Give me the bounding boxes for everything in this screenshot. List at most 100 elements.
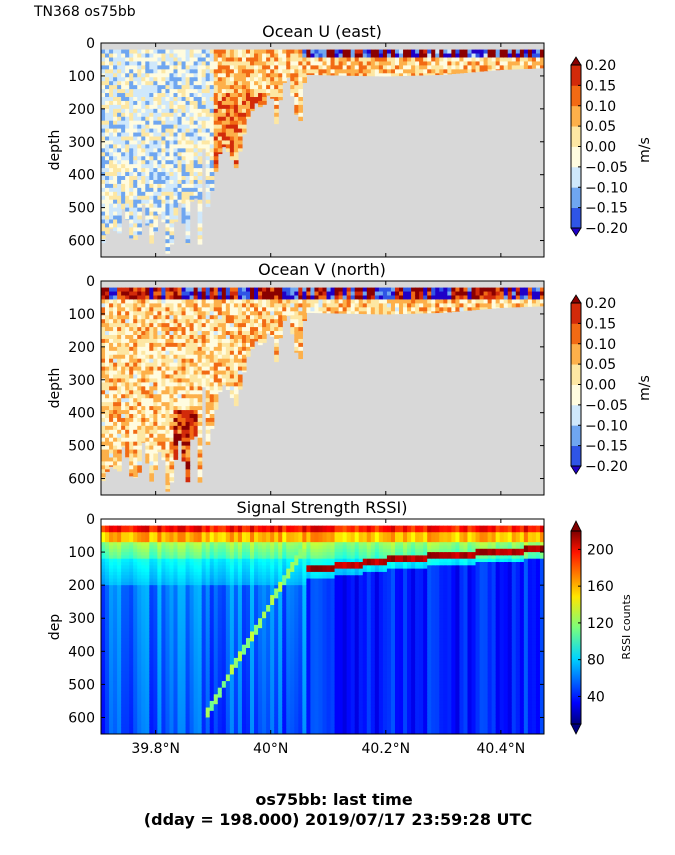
velocity-cell (109, 354, 114, 360)
velocity-cell (141, 433, 146, 439)
velocity-cell (173, 319, 179, 324)
velocity-cell (487, 61, 493, 66)
velocity-cell (189, 398, 195, 403)
velocity-cell (258, 315, 263, 320)
velocity-cell (161, 112, 167, 118)
rssi-cell (117, 608, 122, 613)
rssi-cell (133, 657, 138, 662)
velocity-cell (394, 307, 400, 312)
velocity-cell (153, 73, 158, 78)
velocity-cell (117, 386, 122, 391)
velocity-cell (153, 449, 158, 455)
rssi-cell (105, 608, 110, 613)
velocity-cell (133, 183, 138, 189)
velocity-cell (193, 191, 199, 197)
velocity-cell (217, 81, 223, 86)
rssi-cell (129, 628, 134, 633)
velocity-cell (181, 429, 187, 435)
velocity-cell (173, 195, 179, 201)
velocity-cell (105, 120, 110, 126)
rssi-cell (129, 657, 134, 662)
rssi-cell (125, 727, 130, 732)
velocity-cell (141, 112, 146, 118)
velocity-cell (451, 49, 456, 55)
velocity-cell (282, 299, 287, 304)
velocity-cell (314, 53, 320, 59)
velocity-cell (274, 311, 279, 316)
velocity-cell (193, 358, 199, 364)
rssi-cell (117, 588, 122, 593)
velocity-cell (165, 394, 171, 399)
velocity-cell (185, 315, 191, 320)
velocity-cell (157, 203, 163, 209)
rssi-cell (121, 648, 126, 652)
velocity-cell (225, 350, 231, 356)
velocity-cell (165, 120, 171, 126)
velocity-cell (229, 354, 235, 360)
velocity-cell (145, 183, 150, 189)
velocity-cell (338, 303, 344, 308)
velocity-cell (487, 49, 493, 55)
velocity-cell (129, 187, 134, 193)
velocity-cell (173, 96, 179, 102)
velocity-cell (266, 53, 271, 59)
velocity-cell (310, 49, 316, 55)
velocity-cell (197, 394, 203, 399)
velocity-cell (193, 77, 199, 82)
velocity-cell (201, 366, 207, 372)
velocity-cell (193, 291, 199, 297)
velocity-cell (145, 441, 150, 447)
velocity-cell (205, 338, 211, 344)
velocity-cell (435, 291, 440, 297)
velocity-cell (133, 73, 138, 78)
rssi-cell (153, 581, 158, 586)
velocity-cell (133, 378, 138, 383)
velocity-cell (181, 176, 187, 181)
velocity-cell (189, 390, 195, 395)
rssi-cell (145, 535, 150, 540)
velocity-cell (157, 299, 163, 304)
velocity-cell (197, 425, 203, 431)
velocity-cell (105, 160, 110, 165)
rssi-cell (125, 542, 130, 547)
velocity-cell (113, 374, 118, 380)
velocity-cell (455, 49, 461, 55)
velocity-cell (258, 287, 263, 293)
rssi-cell (117, 565, 122, 570)
velocity-cell (197, 203, 203, 209)
velocity-cell (137, 303, 142, 308)
rssi-cell (137, 595, 142, 599)
velocity-cell (141, 49, 146, 55)
velocity-cell (322, 311, 328, 314)
velocity-cell (527, 303, 533, 307)
velocity-cell (415, 307, 420, 312)
velocity-cell (117, 331, 122, 336)
rssi-cell (125, 681, 130, 685)
velocity-cell (326, 65, 332, 70)
rssi-cell (129, 691, 134, 695)
rssi-cell (145, 588, 150, 593)
velocity-cell (181, 370, 187, 376)
velocity-cell (274, 303, 279, 308)
velocity-cell (137, 374, 142, 380)
velocity-cell (491, 299, 497, 304)
velocity-cell (101, 390, 106, 395)
rssi-cell (109, 687, 114, 692)
rssi-cell (101, 714, 106, 719)
velocity-cell (133, 370, 138, 376)
velocity-cell (185, 453, 191, 459)
velocity-cell (125, 417, 130, 423)
velocity-cell (165, 441, 171, 447)
velocity-cell (141, 148, 146, 153)
velocity-cell (169, 231, 175, 236)
velocity-cell (137, 425, 142, 431)
velocity-cell (153, 199, 158, 205)
rssi-cell (109, 581, 114, 586)
velocity-cell (133, 354, 138, 360)
velocity-cell (499, 287, 505, 293)
velocity-cell (209, 311, 215, 316)
velocity-cell (137, 219, 142, 225)
velocity-cell (423, 53, 428, 59)
velocity-cell (411, 299, 416, 304)
velocity-cell (254, 96, 259, 102)
